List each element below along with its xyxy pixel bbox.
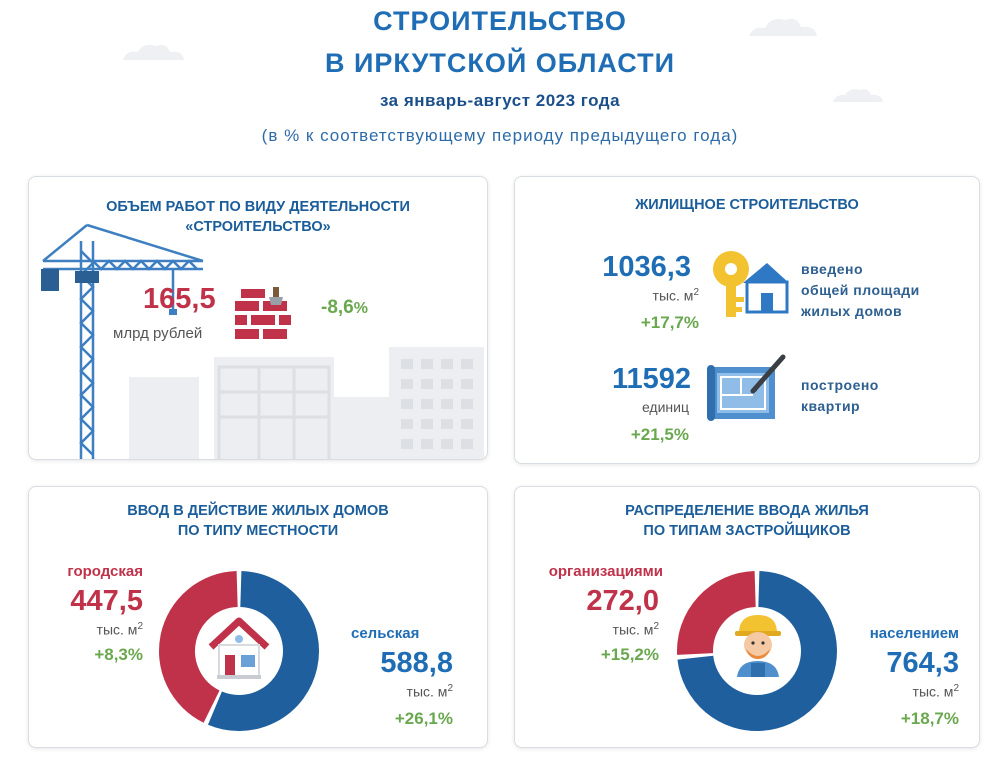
apartments-change: +21,5% [630, 425, 689, 444]
organizations-value: 272,0 [586, 585, 659, 617]
developer-title: РАСПРЕДЕЛЕНИЕ ВВОДА ЖИЛЬЯ ПО ТИПАМ ЗАСТР… [625, 503, 869, 539]
page-title: СТРОИТЕЛЬСТВО [373, 6, 627, 36]
area-description: введено общей площади жилых домов [801, 261, 920, 319]
rural-unit: тыс. м2 [406, 683, 453, 700]
housing-title: ЖИЛИЩНОЕ СТРОИТЕЛЬСТВО [635, 197, 859, 213]
population-unit: тыс. м2 [912, 683, 959, 700]
population-segment [677, 571, 837, 731]
house-icon [208, 617, 270, 679]
brick-wall-icon [235, 287, 291, 339]
works-unit: млрд рублей [113, 325, 203, 342]
buildings-silhouette [129, 347, 484, 459]
crane-icon [41, 223, 204, 459]
area-change: +17,7% [640, 313, 699, 332]
page-title-region: В ИРКУТСКОЙ ОБЛАСТИ [325, 48, 675, 78]
organizations-segment [677, 571, 757, 655]
builder-icon [735, 615, 781, 677]
population-value: 764,3 [886, 647, 959, 679]
locality-card: ВВОД В ДЕЙСТВИЕ ЖИЛЫХ ДОМОВ ПО ТИПУ МЕСТ… [28, 486, 488, 748]
rural-label: сельская [351, 625, 420, 642]
blueprint-icon [707, 354, 786, 421]
urban-value: 447,5 [70, 585, 143, 617]
period-subtitle: за январь-август 2023 года [379, 91, 621, 110]
rural-segment [207, 571, 319, 731]
apartments-unit: единиц [641, 399, 689, 415]
locality-donut [159, 571, 319, 731]
works-volume-card: ОБЪЕМ РАБОТ ПО ВИДУ ДЕЯТЕЛЬНОСТИ «СТРОИТ… [28, 176, 488, 460]
rural-value: 588,8 [380, 647, 453, 679]
cloud-decoration [749, 18, 817, 36]
works-title: ОБЪЕМ РАБОТ ПО ВИДУ ДЕЯТЕЛЬНОСТИ «СТРОИТ… [106, 199, 410, 235]
cloud-decoration [833, 89, 883, 102]
population-label: населением [869, 625, 959, 642]
organizations-label: организациями [548, 563, 663, 580]
key-house-icon [713, 251, 789, 317]
organizations-change: +15,2% [600, 645, 659, 664]
developer-card: РАСПРЕДЕЛЕНИЕ ВВОДА ЖИЛЬЯ ПО ТИПАМ ЗАСТР… [514, 486, 980, 748]
developer-donut [677, 571, 837, 731]
area-unit: тыс. м2 [652, 287, 699, 304]
apartments-value: 11592 [611, 363, 691, 395]
cloud-decoration [123, 44, 184, 60]
population-change: +18,7% [900, 709, 959, 728]
rural-change: +26,1% [394, 709, 453, 728]
urban-segment [159, 571, 239, 723]
urban-label: городская [67, 563, 143, 580]
works-change: -8,6% [321, 297, 368, 318]
area-value: 1036,3 [602, 251, 691, 283]
apartments-description: построено квартир [801, 377, 879, 414]
locality-title: ВВОД В ДЕЙСТВИЕ ЖИЛЫХ ДОМОВ ПО ТИПУ МЕСТ… [127, 503, 389, 539]
housing-card: ЖИЛИЩНОЕ СТРОИТЕЛЬСТВО 1036,3 тыс. м2 +1… [514, 176, 980, 464]
organizations-unit: тыс. м2 [612, 621, 659, 638]
urban-change: +8,3% [94, 645, 143, 664]
works-value: 165,5 [143, 283, 216, 315]
percent-note: (в % к соответствующему периоду предыдущ… [261, 126, 739, 145]
urban-unit: тыс. м2 [96, 621, 143, 638]
